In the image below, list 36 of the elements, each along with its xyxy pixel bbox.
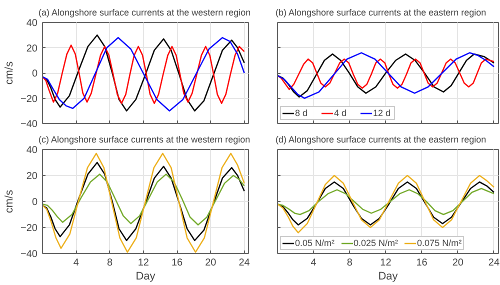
y-tick-label: 20 <box>26 43 38 54</box>
x-tick-label: 4 <box>73 258 80 268</box>
legend-label: 0.075 N/m² <box>417 238 462 248</box>
x-axis-title: Day <box>136 270 156 282</box>
y-tick-label: −40 <box>20 119 38 130</box>
chart-title: (b) Alongshore surface currents at the eastern region <box>276 8 486 18</box>
y-tick-label: 0 <box>32 68 38 80</box>
legend-label: 8 d <box>295 108 309 118</box>
y-tick-label: −20 <box>20 223 38 234</box>
y-tick-label: 40 <box>26 18 38 29</box>
x-tick-label: 12 <box>380 258 392 268</box>
x-axis-title: Day <box>378 270 398 282</box>
x-tick-label: 24 <box>488 258 500 268</box>
y-tick-label: 20 <box>26 171 38 182</box>
x-tick-label: 20 <box>452 258 464 268</box>
chart-title: (a) Alongshore surface currents at the western region <box>38 8 251 18</box>
y-tick-label: 0 <box>32 197 38 208</box>
legend-label: 0.05 N/m² <box>295 238 335 248</box>
y-axis-title: cm/s <box>4 60 16 85</box>
y-tick-label: −40 <box>20 249 38 260</box>
y-axis-title: cm/s <box>4 189 16 214</box>
x-tick-label: 16 <box>171 258 184 268</box>
x-tick-label: 4 <box>310 258 317 268</box>
x-tick-label: 8 <box>346 258 353 268</box>
x-tick-label: 24 <box>238 258 250 268</box>
x-tick-label: 12 <box>138 258 150 268</box>
x-tick-label: 16 <box>416 258 428 268</box>
y-tick-label: −20 <box>20 94 38 105</box>
legend-label: 4 d <box>334 108 348 118</box>
y-tick-label: 40 <box>26 145 38 156</box>
chart-title: (c) Alongshore surface currents at the western region <box>38 134 250 144</box>
legend-label: 0.025 N/m² <box>354 238 398 248</box>
x-tick-label: 20 <box>205 258 217 268</box>
x-tick-label: 8 <box>106 258 113 268</box>
chart-title: (d) Alongshore surface currents at the eastern region <box>276 134 486 144</box>
legend-label: 12 d <box>373 108 392 118</box>
